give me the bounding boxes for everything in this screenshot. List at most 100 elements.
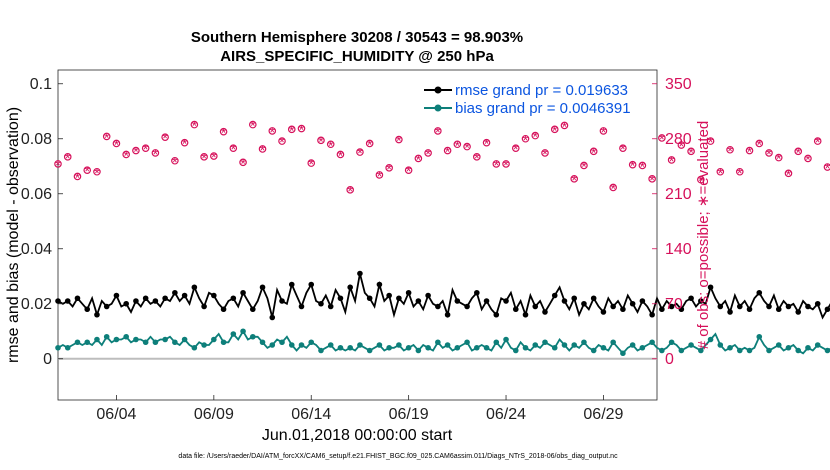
obs-evaluated-point: * — [94, 165, 100, 181]
obs-evaluated-point: * — [649, 172, 655, 188]
obs-evaluated-point: * — [406, 163, 412, 179]
y2-tick-label: 210 — [665, 186, 692, 203]
obs-evaluated-point: * — [338, 147, 344, 163]
rmse-point — [444, 311, 451, 318]
rmse-point — [103, 303, 110, 310]
obs-possible-point — [589, 147, 598, 156]
obs-possible-point — [813, 137, 822, 145]
bias-point — [220, 339, 227, 346]
rmse-point — [405, 289, 412, 296]
obs-evaluated-point: * — [766, 146, 772, 162]
rmse-point — [376, 281, 383, 288]
bias-point — [123, 333, 129, 340]
obs-evaluated-point: * — [523, 132, 529, 148]
obs-evaluated-point: * — [309, 156, 315, 172]
obs-evaluated-point: * — [776, 151, 782, 167]
bias-point — [766, 347, 772, 354]
obs-possible-point — [375, 171, 384, 179]
bias-point — [94, 336, 100, 343]
obs-possible-point — [141, 144, 150, 152]
obs-evaluated-point: * — [533, 129, 539, 145]
obs-evaluated-point: * — [601, 124, 607, 140]
y2-tick-label: 0 — [665, 351, 674, 368]
y2-tick-label: 350 — [665, 76, 692, 93]
rmse-point — [337, 295, 344, 302]
bias-point — [756, 333, 763, 340]
series-layer: * ** * ** ** * * ****** ********* *** ****** **** **… — [54, 118, 830, 357]
obs-possible-point — [258, 145, 267, 153]
bias-point — [620, 350, 626, 357]
obs-possible-point — [531, 131, 540, 140]
obs-evaluated-point: * — [786, 166, 792, 182]
obs-evaluated-point: * — [143, 141, 149, 157]
obs-possible-point — [580, 161, 588, 170]
rmse-point — [172, 289, 178, 296]
y-tick-label: 0.04 — [21, 241, 52, 258]
obs-evaluated-point: * — [747, 144, 753, 160]
obs-evaluated-point: * — [718, 165, 724, 181]
rmse-point — [133, 298, 139, 304]
obs-possible-point — [287, 125, 296, 134]
bias-point — [493, 339, 500, 346]
rmse-point — [766, 303, 772, 310]
rmse-point — [824, 306, 830, 313]
bias-point — [785, 344, 792, 351]
rmse-point — [775, 306, 782, 313]
rmse-point — [113, 292, 120, 299]
chart-subtitle: AIRS_SPECIFIC_HUMIDITY @ 250 hPa — [220, 48, 494, 65]
bias-point — [542, 339, 548, 346]
y2-axis-label: # of obs: o=possible; ∗=evaluated — [695, 121, 712, 350]
obs-evaluated-point: * — [396, 133, 402, 149]
bias-point — [503, 336, 509, 343]
rmse-point — [123, 300, 129, 307]
rmse-point — [590, 295, 597, 302]
rmse-point — [308, 281, 315, 288]
obs-evaluated-point: * — [757, 136, 763, 152]
obs-possible-point — [219, 127, 228, 136]
obs-evaluated-point: * — [231, 141, 237, 157]
legend-bias-label: bias grand pr = 0.0046391 — [455, 100, 631, 117]
bias-point — [678, 347, 685, 354]
bias-point — [240, 328, 246, 335]
rmse-point — [386, 292, 392, 299]
bias-point — [181, 336, 188, 343]
obs-evaluated-point: * — [133, 144, 139, 160]
bias-point — [435, 339, 441, 346]
obs-evaluated-point: * — [630, 158, 636, 174]
obs-possible-point — [823, 163, 830, 171]
rmse-point — [503, 298, 509, 304]
obs-evaluated-point: * — [114, 136, 120, 152]
rmse-point — [795, 309, 802, 315]
obs-possible-point — [648, 175, 656, 183]
rmse-point — [814, 300, 821, 307]
x-tick-label: 06/04 — [96, 406, 136, 423]
obs-possible-point — [83, 166, 92, 174]
obs-evaluated-point: * — [347, 183, 353, 199]
obs-possible-point — [521, 134, 530, 143]
obs-evaluated-point: * — [104, 129, 110, 145]
rmse-point — [785, 303, 792, 310]
obs-possible-point — [210, 152, 218, 160]
obs-possible-point — [453, 140, 462, 149]
rmse-point — [678, 306, 685, 313]
obs-evaluated-point: * — [464, 140, 470, 156]
rmse-point — [191, 284, 198, 291]
y-tick-label: 0.08 — [21, 131, 52, 148]
obs-evaluated-point: * — [201, 150, 207, 166]
obs-possible-point — [492, 160, 501, 168]
rmse-point — [532, 303, 539, 310]
bias-point — [775, 342, 782, 348]
obs-evaluated-point: * — [542, 146, 548, 162]
obs-possible-point — [93, 167, 101, 176]
bias-point — [824, 347, 830, 354]
obs-evaluated-point: * — [162, 130, 168, 146]
obs-possible-point — [609, 183, 617, 192]
obs-possible-point — [112, 139, 121, 148]
rmse-point — [698, 298, 704, 304]
rmse-point — [639, 298, 646, 304]
bias-point — [142, 339, 149, 346]
rmse-point — [318, 300, 324, 307]
obs-possible-point — [541, 149, 549, 157]
obs-possible-point — [122, 150, 130, 159]
